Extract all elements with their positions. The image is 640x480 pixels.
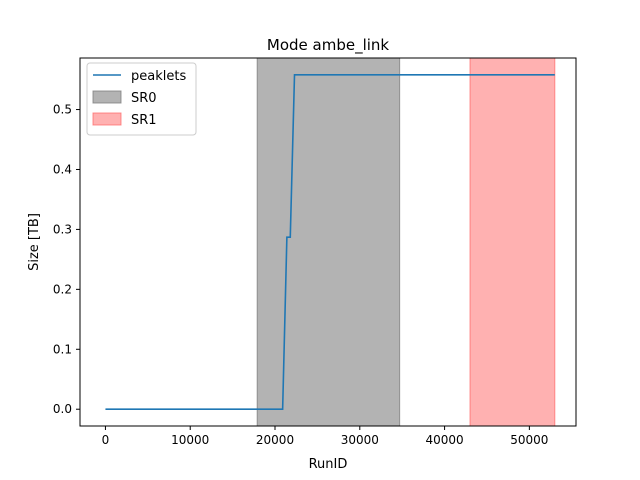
chart-title: Mode ambe_link <box>267 36 390 55</box>
legend-label: peaklets <box>131 69 186 84</box>
x-tick-label: 10000 <box>171 433 209 447</box>
span-sr1 <box>469 57 556 427</box>
y-tick-label: 0.4 <box>53 162 72 176</box>
y-tick-label: 0.5 <box>53 103 72 117</box>
x-tick-label: 40000 <box>425 433 463 447</box>
legend-label: SR0 <box>131 91 157 106</box>
x-tick-label: 20000 <box>256 433 294 447</box>
y-tick-label: 0.0 <box>53 402 72 416</box>
shaded-regions <box>256 57 556 427</box>
y-tick-label: 0.3 <box>53 222 72 236</box>
series-lines <box>105 73 555 411</box>
series-line-peaklets <box>105 73 555 411</box>
x-tick-label: 0 <box>102 433 110 447</box>
y-tick-label: 0.2 <box>53 282 72 296</box>
x-axis-label: RunID <box>309 457 348 472</box>
legend: peaklets SR0 SR1 <box>86 62 197 136</box>
y-tick-label: 0.1 <box>53 342 72 356</box>
plot-frame <box>79 57 577 427</box>
span-sr0 <box>256 57 401 427</box>
legend-swatch-sr0 <box>92 90 122 104</box>
legend-label: SR1 <box>131 113 157 128</box>
ticks: 0 10000 20000 30000 40000 50000 0.0 0.1 0.2 0.3 0.… <box>53 103 549 447</box>
legend-swatch-sr1 <box>92 112 122 126</box>
x-tick-label: 50000 <box>510 433 548 447</box>
y-axis-label: Size [TB] <box>27 213 42 271</box>
x-tick-label: 30000 <box>341 433 379 447</box>
axes <box>79 57 577 427</box>
